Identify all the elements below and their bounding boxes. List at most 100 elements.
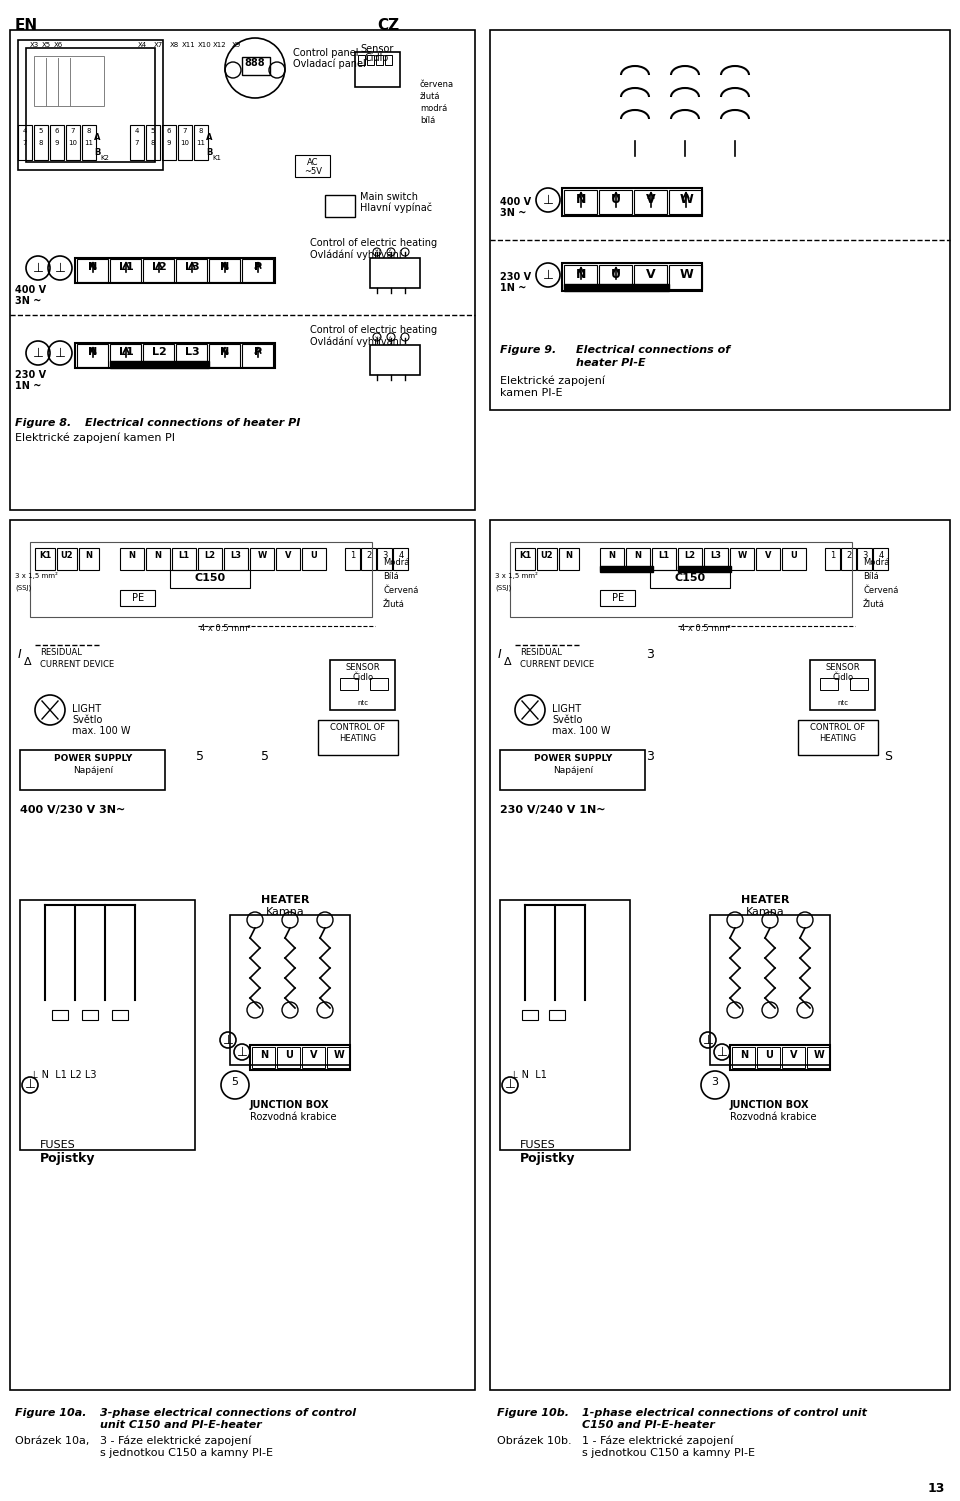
Text: 400 V/230 V 3N~: 400 V/230 V 3N~	[20, 805, 125, 815]
Text: ntc: ntc	[357, 699, 369, 705]
Text: L1: L1	[659, 551, 669, 560]
Bar	[652, 548, 676, 570]
Bar	[807, 1048, 830, 1069]
Text: 3 x 1,5 mm²: 3 x 1,5 mm²	[495, 572, 538, 579]
Bar	[669, 191, 702, 215]
Bar	[75, 344, 275, 368]
Text: Figure 10b.: Figure 10b.	[497, 1408, 569, 1418]
Text: 5: 5	[231, 1078, 238, 1087]
Bar	[146, 125, 160, 161]
Bar	[732, 1048, 755, 1069]
Bar	[710, 916, 830, 1066]
Bar	[318, 720, 398, 755]
Text: 11: 11	[84, 140, 93, 146]
Text: ⊥: ⊥	[223, 1034, 233, 1046]
Text: bílá: bílá	[420, 116, 435, 125]
Text: SENSOR: SENSOR	[346, 663, 380, 672]
Text: Ovládání vyhřívání: Ovládání vyhřívání	[310, 249, 401, 260]
Bar	[841, 548, 856, 570]
Bar	[599, 266, 632, 290]
Bar	[330, 660, 395, 710]
Text: B: B	[94, 149, 101, 158]
Text: 5: 5	[261, 750, 269, 763]
Text: U: U	[311, 551, 318, 560]
Text: Δ: Δ	[24, 657, 32, 666]
Text: L1: L1	[119, 347, 133, 357]
Bar	[198, 548, 222, 570]
Text: 7: 7	[134, 140, 139, 146]
Text: 2: 2	[847, 551, 852, 560]
Text: A: A	[206, 134, 212, 143]
Text: CURRENT DEVICE: CURRENT DEVICE	[40, 660, 114, 669]
Bar	[634, 266, 667, 290]
Text: C150 and PI-E-heater: C150 and PI-E-heater	[582, 1420, 715, 1430]
Text: X10: X10	[198, 42, 212, 48]
Text: 400 V: 400 V	[15, 285, 46, 296]
Text: 1N ~: 1N ~	[15, 381, 41, 390]
Bar	[634, 191, 667, 215]
Text: POWER SUPPLY: POWER SUPPLY	[534, 754, 612, 763]
Bar	[35, 548, 55, 570]
Text: L2: L2	[152, 263, 166, 272]
Text: PE: PE	[612, 593, 624, 603]
Bar	[730, 1045, 830, 1070]
Text: N: N	[88, 347, 98, 357]
Bar	[230, 916, 350, 1066]
Text: L1: L1	[179, 551, 189, 560]
Text: Napájení: Napájení	[73, 766, 113, 775]
Bar	[562, 263, 702, 291]
Text: ~5V: ~5V	[304, 167, 322, 176]
Bar	[30, 542, 372, 617]
Text: N: N	[221, 263, 229, 272]
Text: ⊥: ⊥	[33, 261, 43, 275]
Bar	[678, 548, 702, 570]
Bar	[120, 548, 144, 570]
Bar	[850, 678, 868, 690]
Text: N: N	[635, 551, 641, 560]
Text: 8: 8	[199, 128, 204, 134]
Text: ⊥: ⊥	[236, 1046, 248, 1058]
Bar	[562, 188, 702, 216]
Text: 3 x 1,5 mm²: 3 x 1,5 mm²	[15, 572, 58, 579]
Text: červena: červena	[420, 80, 454, 89]
Text: Electrical connections of heater PI: Electrical connections of heater PI	[85, 417, 300, 428]
Text: Figure 10a.: Figure 10a.	[15, 1408, 86, 1418]
Bar	[10, 519, 475, 1390]
Text: PE: PE	[132, 593, 144, 603]
Bar	[172, 548, 196, 570]
Text: Δ: Δ	[504, 657, 512, 666]
Text: 3: 3	[646, 750, 654, 763]
Bar	[110, 260, 141, 282]
Text: L3: L3	[230, 551, 242, 560]
Text: 230 V: 230 V	[15, 371, 46, 380]
Text: ⊥: ⊥	[33, 347, 43, 360]
Bar	[757, 1048, 780, 1069]
Text: Modrá: Modrá	[383, 558, 409, 567]
Text: U: U	[791, 551, 798, 560]
Text: K1: K1	[38, 551, 51, 560]
Text: AC: AC	[307, 158, 319, 167]
Bar	[650, 570, 730, 588]
Text: X7: X7	[154, 42, 162, 48]
Bar	[170, 570, 250, 588]
Text: Rozvodná krabice: Rozvodná krabice	[730, 1112, 817, 1123]
Text: Hlavní vypínač: Hlavní vypínač	[360, 203, 432, 213]
Bar	[564, 266, 597, 290]
Bar	[176, 344, 207, 368]
Text: Main switch: Main switch	[360, 192, 418, 203]
Bar	[345, 548, 360, 570]
Text: 2: 2	[367, 551, 372, 560]
Text: CONTROL OF: CONTROL OF	[330, 723, 386, 732]
Bar	[782, 548, 806, 570]
Text: V: V	[285, 551, 291, 560]
Bar	[355, 53, 400, 87]
Text: 5: 5	[196, 750, 204, 763]
Text: 3: 3	[862, 551, 868, 560]
Text: W: W	[737, 551, 747, 560]
Text: L3: L3	[184, 263, 200, 272]
Text: Čidlo: Čidlo	[832, 672, 853, 681]
Text: 7: 7	[182, 128, 187, 134]
Text: N: N	[88, 263, 98, 272]
Text: N: N	[129, 551, 135, 560]
Bar	[393, 548, 408, 570]
